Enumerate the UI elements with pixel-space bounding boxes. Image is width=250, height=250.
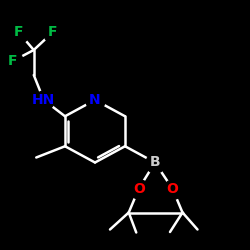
- Text: O: O: [133, 182, 145, 196]
- Text: O: O: [166, 182, 178, 196]
- Text: F: F: [14, 26, 24, 40]
- Text: F: F: [48, 26, 57, 40]
- Text: HN: HN: [32, 93, 56, 107]
- Text: B: B: [150, 156, 160, 170]
- Text: N: N: [89, 93, 101, 107]
- Text: F: F: [8, 54, 17, 68]
